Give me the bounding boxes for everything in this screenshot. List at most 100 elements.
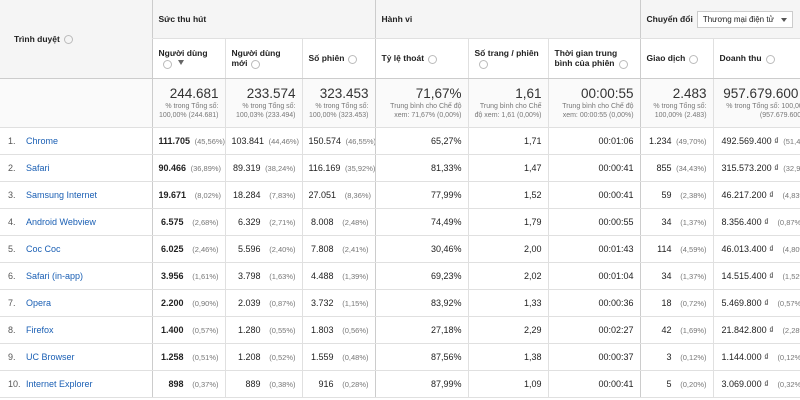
metric-value: 8.356.400 ₫ xyxy=(721,217,769,227)
metric-value: 21.842.800 ₫ xyxy=(721,325,774,335)
metric-value: 1,38 xyxy=(523,352,542,362)
conversion-dropdown[interactable]: Thương mại điện tử xyxy=(696,10,793,28)
help-icon[interactable] xyxy=(618,59,628,69)
metric-value: 00:00:41 xyxy=(598,190,634,200)
metric-cell: 90.466 (36,89%) xyxy=(151,154,225,182)
metric-cell: 3 (0,12%) xyxy=(639,343,714,371)
column-header[interactable]: Số trang / phiên xyxy=(467,38,549,79)
help-icon[interactable] xyxy=(162,59,172,69)
total-value: 957.679.600 ₫ xyxy=(723,86,800,101)
total-value: 244.681 xyxy=(169,86,219,101)
metric-value: 18.284 xyxy=(232,190,261,200)
total-note: Trung bình cho Chế độ xem: 71,67% (0,00%… xyxy=(390,103,462,119)
metric-value: 1.234 xyxy=(649,136,672,146)
metric-cell: 1,47 xyxy=(467,154,549,182)
metric-value: 855 xyxy=(656,163,672,173)
browser-link[interactable]: Samsung Internet xyxy=(26,190,98,200)
browser-link[interactable]: UC Browser xyxy=(26,352,75,362)
metric-percent: (0,56%) xyxy=(342,326,369,335)
metric-cell: 315.573.200 ₫ (32,95%) xyxy=(712,154,800,182)
metric-value: 1,47 xyxy=(523,163,542,173)
metric-cell: 1,33 xyxy=(467,289,549,317)
metric-cell: 34 (1,37%) xyxy=(639,208,714,236)
total-note: % trong Tổng số: 100,00% (323.453) xyxy=(308,103,369,119)
browser-link[interactable]: Safari xyxy=(26,163,50,173)
column-header[interactable]: Số phiên xyxy=(301,38,376,79)
metric-value: 1,52 xyxy=(523,190,542,200)
column-label: Số trang / phiên xyxy=(474,48,539,59)
column-header[interactable]: Thời gian trung bình của phiên xyxy=(547,38,641,79)
metric-cell: 889 (0,38%) xyxy=(224,370,302,398)
help-icon[interactable] xyxy=(63,35,73,45)
column-label: Doanh thu xyxy=(719,53,762,64)
totals-cell: 71,67% Trung bình cho Chế độ xem: 71,67% … xyxy=(374,78,469,128)
column-label: Giao dịch xyxy=(646,53,686,64)
metric-cell: 27.051 (8,36%) xyxy=(301,181,376,209)
metric-value: 83,92% xyxy=(430,298,462,308)
data-row: 2. Safari 90.466 (36,89%) 89.319 (38,24%) 116.… xyxy=(0,154,800,182)
help-icon[interactable] xyxy=(765,54,775,64)
browser-link[interactable]: Safari (in-app) xyxy=(26,271,84,281)
metric-value: 2,00 xyxy=(523,244,542,254)
metric-percent: (1,37%) xyxy=(680,272,707,281)
metric-value: 5.596 xyxy=(237,244,261,254)
metric-value: 1,33 xyxy=(523,298,542,308)
help-icon[interactable] xyxy=(251,59,261,69)
browser-link[interactable]: Firefox xyxy=(26,325,54,335)
data-row: 9. UC Browser 1.258 (0,51%) 1.208 (0,52%) 1.55… xyxy=(0,343,800,371)
metric-cell: 6.575 (2,68%) xyxy=(151,208,225,236)
metric-cell: 855 (34,43%) xyxy=(639,154,714,182)
totals-row: 244.681 % trong Tổng số: 100,00% (244.681… xyxy=(0,78,800,128)
metric-percent: (2,28%) xyxy=(782,326,800,335)
metric-value: 1.400 xyxy=(160,325,184,335)
metric-percent: (51,43%) xyxy=(783,137,800,146)
metric-cell: 1.803 (0,56%) xyxy=(301,316,376,344)
column-header[interactable]: Người dùng xyxy=(151,38,225,79)
browser-link[interactable]: Opera xyxy=(26,298,52,308)
metric-cell: 3.069.000 ₫ (0,32%) xyxy=(712,370,800,398)
metric-value: 889 xyxy=(245,379,261,389)
help-icon[interactable] xyxy=(689,54,699,64)
help-icon[interactable] xyxy=(348,54,358,64)
dropdown-label: Thương mại điện tử xyxy=(702,14,774,24)
help-icon[interactable] xyxy=(428,54,438,64)
metric-value: 00:01:04 xyxy=(598,271,634,281)
metric-cell: 1,71 xyxy=(467,127,549,155)
totals-cell: 323.453 % trong Tổng số: 100,00% (323.453… xyxy=(301,78,376,128)
data-row: 1. Chrome 111.705 (45,56%) 103.841 (44,46%) 15… xyxy=(0,127,800,155)
column-header[interactable]: Tỷ lệ thoát xyxy=(374,38,469,79)
browser-cell: 2. Safari xyxy=(0,154,152,182)
browser-cell: 5. Coc Coc xyxy=(0,235,152,263)
browser-link[interactable]: Android Webview xyxy=(26,217,96,227)
dimension-label: Trình duyệt xyxy=(14,33,60,44)
browser-link[interactable]: Internet Explorer xyxy=(26,379,93,389)
data-row: 10. Internet Explorer 898 (0,37%) 889 (0,38%)… xyxy=(0,370,800,398)
metric-value: 315.573.200 ₫ xyxy=(721,163,779,173)
metric-percent: (2,41%) xyxy=(342,245,369,254)
browser-link[interactable]: Chrome xyxy=(26,136,59,146)
dimension-header[interactable]: Trình duyệt xyxy=(0,0,152,79)
browser-link[interactable]: Coc Coc xyxy=(26,244,61,254)
column-header[interactable]: Người dùng mới xyxy=(224,38,302,79)
metric-value: 46.013.400 ₫ xyxy=(721,244,774,254)
metric-percent: (8,36%) xyxy=(344,191,372,200)
metric-value: 69,23% xyxy=(430,271,462,281)
metric-percent: (49,70%) xyxy=(676,137,707,146)
column-header[interactable]: Doanh thu xyxy=(712,38,800,79)
metric-cell: 1.208 (0,52%) xyxy=(224,343,302,371)
row-index: 8. xyxy=(8,325,16,335)
row-index: 3. xyxy=(8,190,16,200)
group-header: Chuyển đổi Thương mại điện tử xyxy=(639,0,800,39)
metric-cell: 5.469.800 ₫ (0,57%) xyxy=(712,289,800,317)
metric-cell: 74,49% xyxy=(374,208,469,236)
metric-cell: 65,27% xyxy=(374,127,469,155)
metric-value: 77,99% xyxy=(430,190,462,200)
help-icon[interactable] xyxy=(478,59,488,69)
metric-percent: (0,38%) xyxy=(269,380,296,389)
metric-cell: 00:00:55 xyxy=(547,208,641,236)
column-header[interactable]: Giao dịch xyxy=(639,38,714,79)
metric-cell: 2,29 xyxy=(467,316,549,344)
total-note: % trong Tổng số: 100,00% (957.679.600 ₫) xyxy=(726,103,800,119)
metric-value: 492.569.400 ₫ xyxy=(721,136,779,146)
browser-cell: 4. Android Webview xyxy=(0,208,152,236)
